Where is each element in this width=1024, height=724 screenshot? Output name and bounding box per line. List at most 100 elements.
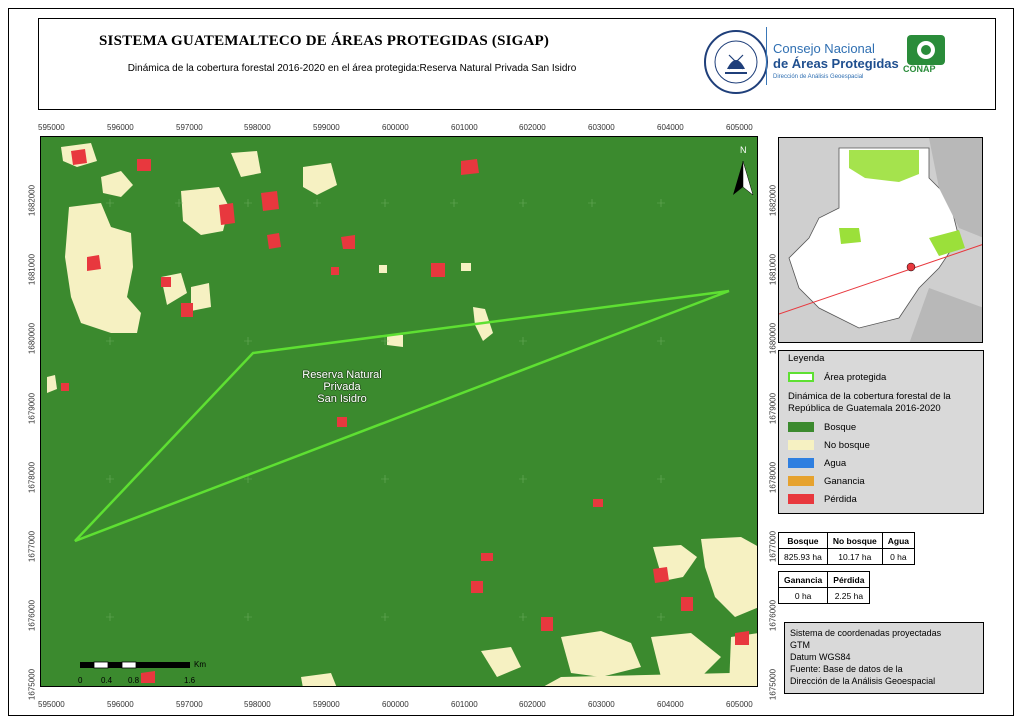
- svg-text:N: N: [740, 145, 747, 155]
- legend-swatch: [788, 372, 814, 382]
- legend-label: Área protegida: [824, 371, 887, 383]
- crs-line: Dirección de la Análisis Geoespacial: [790, 676, 936, 686]
- conap-logo: [907, 35, 945, 65]
- legend-item-ganancia: Ganancia: [788, 475, 865, 487]
- x-tick: 604000: [657, 123, 684, 132]
- y-tick: 1675000: [27, 668, 37, 701]
- x-tick: 597000: [176, 700, 203, 709]
- x-tick: 600000: [382, 700, 409, 709]
- scale-label: 0.4: [101, 676, 113, 685]
- x-tick: 603000: [588, 123, 615, 132]
- x-tick: 600000: [382, 123, 409, 132]
- x-tick: 595000: [38, 123, 65, 132]
- stats-header: No bosque: [826, 532, 883, 549]
- conap-name-line1: Consejo Nacional: [773, 41, 875, 56]
- legend-label: No bosque: [824, 439, 870, 451]
- no-bosque-patches: [47, 143, 757, 686]
- inset-location-marker: [906, 262, 916, 272]
- stats-header: Bosque: [778, 532, 828, 549]
- page-frame: [8, 8, 1014, 716]
- crs-line: GTM: [790, 640, 810, 650]
- inset-protected-center: [839, 228, 861, 244]
- legend-item-agua: Agua: [788, 457, 846, 469]
- area-label-line: Privada: [323, 381, 361, 393]
- y-tick: 1681000: [768, 253, 778, 286]
- x-tick: 602000: [519, 123, 546, 132]
- legend-swatch: [788, 494, 814, 504]
- stats-header: Agua: [881, 532, 916, 549]
- legend-item-area: Área protegida: [788, 371, 886, 383]
- coordinate-system-box: Sistema de coordenadas proyectadas GTM D…: [784, 622, 984, 694]
- legend-label: Bosque: [824, 421, 857, 433]
- legend-label: Agua: [824, 457, 847, 469]
- scale-unit: Km: [194, 660, 206, 669]
- guatemala-seal-logo: [704, 30, 768, 94]
- x-tick: 605000: [726, 123, 753, 132]
- scale-label: 0: [78, 676, 83, 685]
- legend-item-no-bosque: No bosque: [788, 439, 870, 451]
- main-map[interactable]: N Reserva Natural Privada San Isidro: [40, 136, 758, 687]
- stats-header: Pérdida: [827, 571, 871, 588]
- y-tick: 1680000: [768, 322, 778, 355]
- x-tick: 603000: [588, 700, 615, 709]
- y-tick: 1680000: [27, 322, 37, 355]
- legend: Leyenda Área protegida Dinámica de la co…: [778, 350, 984, 514]
- x-tick: 598000: [244, 123, 271, 132]
- x-tick: 602000: [519, 700, 546, 709]
- grid-crosses: [106, 199, 665, 621]
- inset-neighbor: [909, 288, 982, 342]
- conap-name-line2: de Áreas Protegidas: [773, 56, 899, 71]
- scale-bar-graphic: [80, 661, 190, 669]
- y-tick: 1676000: [27, 599, 37, 632]
- north-arrow-icon: N: [733, 145, 754, 196]
- inset-locator-map[interactable]: [778, 137, 983, 343]
- forest-background: [41, 137, 757, 686]
- x-tick: 595000: [38, 700, 65, 709]
- legend-title: Leyenda: [788, 353, 825, 364]
- legend-description: Dinámica de la cobertura forestal de la …: [788, 391, 951, 414]
- x-tick: 596000: [107, 123, 134, 132]
- area-label-line: Reserva Natural: [302, 369, 382, 381]
- legend-swatch: [788, 476, 814, 486]
- y-tick: 1679000: [768, 392, 778, 425]
- inset-pointer-line: [779, 244, 982, 315]
- inset-neighbor: [929, 138, 982, 238]
- x-tick: 601000: [451, 700, 478, 709]
- protected-area-boundary[interactable]: [74, 289, 730, 543]
- y-tick: 1679000: [27, 392, 37, 425]
- y-tick: 1682000: [27, 184, 37, 217]
- y-tick: 1681000: [27, 253, 37, 286]
- stats-header: Ganancia: [777, 571, 829, 588]
- y-tick: 1678000: [768, 461, 778, 494]
- crs-line: Sistema de coordenadas proyectadas: [790, 628, 942, 638]
- conap-name-line3: Dirección de Análisis Geoespacial: [773, 74, 864, 80]
- scale-bar: Km 0 0.4 0.8 1.6: [78, 660, 218, 695]
- map-canvas: N: [41, 137, 757, 686]
- x-tick: 596000: [107, 700, 134, 709]
- x-tick: 605000: [726, 700, 753, 709]
- legend-item-bosque: Bosque: [788, 421, 856, 433]
- legend-label: Pérdida: [824, 493, 857, 505]
- inset-protected-north: [849, 150, 919, 182]
- map-subtitle: Dinámica de la cobertura forestal 2016-2…: [127, 63, 577, 74]
- perdida-patches: [61, 149, 749, 683]
- y-tick: 1677000: [768, 530, 778, 563]
- area-label-line: San Isidro: [317, 393, 367, 405]
- conap-label: CONAP: [903, 64, 936, 74]
- x-tick: 601000: [451, 123, 478, 132]
- stats-value: 2.25 ha: [827, 587, 871, 604]
- x-tick: 599000: [313, 700, 340, 709]
- legend-swatch: [788, 458, 814, 468]
- stats-value: 10.17 ha: [826, 548, 883, 565]
- area-label: Reserva Natural Privada San Isidro: [287, 369, 397, 405]
- y-tick: 1678000: [27, 461, 37, 494]
- stats-value: 0 ha: [881, 548, 916, 565]
- stats-table-cover: Bosque No bosque Agua 825.93 ha 10.17 ha…: [778, 532, 916, 565]
- inset-protected-east: [929, 230, 965, 256]
- map-title: SISTEMA GUATEMALTECO DE ÁREAS PROTEGIDAS…: [99, 33, 550, 49]
- stats-value: 0 ha: [777, 587, 829, 604]
- scale-label: 1.6: [184, 676, 196, 685]
- map-header: SISTEMA GUATEMALTECO DE ÁREAS PROTEGIDAS…: [38, 18, 996, 110]
- x-tick: 597000: [176, 123, 203, 132]
- x-tick: 599000: [313, 123, 340, 132]
